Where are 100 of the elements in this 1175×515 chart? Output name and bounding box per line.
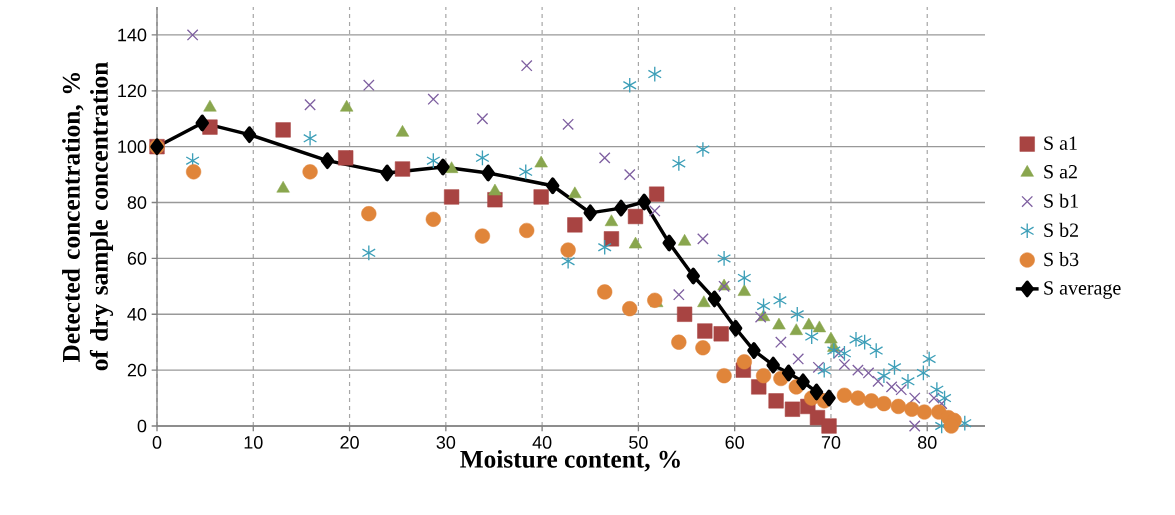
- y-axis-title: Detected concentration, % of dry sample concentration: [62, 62, 114, 371]
- point: [677, 306, 693, 322]
- point: [804, 328, 819, 345]
- x-tick-label: 30: [436, 436, 456, 449]
- point: [186, 29, 199, 41]
- point: [568, 186, 582, 199]
- point: [303, 130, 318, 147]
- point: [809, 383, 824, 401]
- point: [560, 242, 576, 258]
- point: [728, 319, 743, 337]
- point: [916, 364, 931, 381]
- point: [784, 401, 801, 417]
- x-tick-label: 20: [340, 436, 359, 449]
- point: [908, 420, 921, 432]
- point: [697, 323, 713, 339]
- point: [737, 269, 752, 286]
- point: [195, 114, 209, 132]
- point: [707, 290, 722, 308]
- y-tick-label: 40: [127, 307, 147, 321]
- point: [518, 163, 533, 180]
- y-tick-label: 0: [137, 419, 147, 433]
- x-tick-label: 0: [152, 436, 162, 449]
- point: [583, 204, 597, 222]
- point: [756, 297, 771, 314]
- point: [754, 311, 767, 323]
- legend-label: S b1: [1044, 193, 1078, 208]
- point: [802, 317, 816, 330]
- point: [648, 205, 661, 217]
- point: [677, 234, 692, 246]
- point: [790, 306, 805, 323]
- point: [603, 231, 620, 247]
- point: [562, 118, 574, 131]
- point: [622, 77, 637, 94]
- point: [747, 342, 761, 359]
- point: [876, 367, 891, 384]
- y-tick-label: 20: [127, 363, 147, 377]
- point: [627, 208, 644, 225]
- point: [203, 99, 217, 112]
- point: [362, 79, 375, 92]
- point: [876, 396, 892, 412]
- point: [821, 418, 837, 434]
- point: [395, 125, 410, 137]
- legend-label: S average: [1044, 281, 1121, 299]
- point: [900, 373, 915, 390]
- point: [872, 375, 884, 388]
- point: [647, 66, 662, 83]
- point: [597, 284, 613, 300]
- point: [671, 334, 687, 350]
- point: [361, 206, 377, 222]
- point: [686, 267, 701, 285]
- legend-label: S a1: [1044, 136, 1077, 150]
- point: [361, 244, 376, 261]
- point: [436, 158, 450, 176]
- point: [604, 214, 619, 227]
- point: [276, 180, 290, 193]
- point: [340, 99, 354, 112]
- x-tick-label: 50: [629, 436, 648, 449]
- point: [623, 168, 636, 181]
- point: [836, 387, 853, 403]
- point: [736, 354, 752, 370]
- point: [792, 353, 805, 365]
- point: [426, 152, 441, 169]
- point: [789, 323, 803, 335]
- point: [908, 392, 921, 404]
- point: [850, 390, 866, 406]
- point: [904, 401, 920, 417]
- point: [545, 177, 560, 195]
- point: [474, 228, 491, 244]
- point: [857, 334, 872, 351]
- y-tick-label: 140: [118, 28, 147, 42]
- point: [768, 393, 784, 409]
- point: [812, 320, 827, 333]
- point: [628, 236, 643, 249]
- legend-label: S b3: [1044, 252, 1079, 267]
- point: [837, 345, 852, 362]
- point: [772, 317, 786, 330]
- point: [848, 331, 864, 348]
- point: [320, 152, 335, 170]
- point: [476, 112, 489, 125]
- y-tick-label: 120: [118, 84, 147, 98]
- point: [622, 301, 638, 317]
- point: [832, 347, 845, 360]
- point: [755, 368, 772, 384]
- point: [242, 126, 257, 144]
- point: [425, 211, 441, 227]
- x-axis-title: Moisture content, %: [460, 449, 680, 472]
- point: [916, 404, 932, 420]
- point: [394, 161, 411, 177]
- y-tick-label: 100: [118, 140, 147, 154]
- x-tick-label: 60: [725, 436, 744, 449]
- point: [672, 288, 685, 301]
- point: [614, 199, 628, 217]
- point: [772, 292, 787, 309]
- point: [817, 362, 832, 379]
- point: [863, 393, 879, 409]
- point: [649, 186, 665, 202]
- point: [567, 217, 583, 233]
- x-tick-label: 80: [918, 436, 937, 449]
- point: [697, 295, 711, 308]
- point: [304, 98, 316, 111]
